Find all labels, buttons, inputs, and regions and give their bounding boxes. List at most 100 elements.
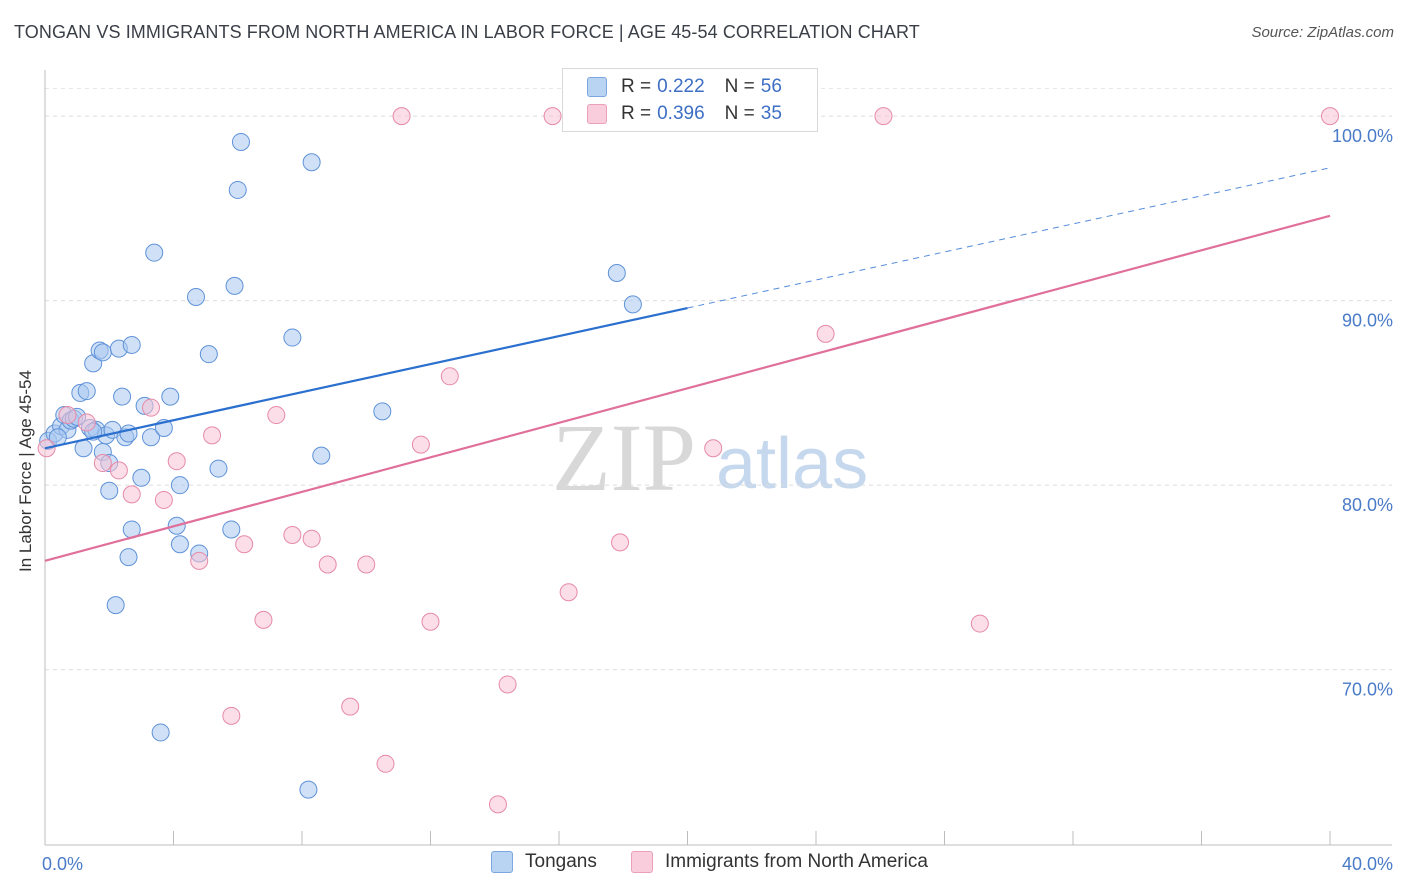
point-immigrants (440, 367, 459, 386)
watermark-atlas: atlas (716, 424, 868, 504)
x-tick-label: 0.0% (42, 854, 83, 874)
point-immigrants (283, 526, 302, 544)
point-tongans (170, 476, 189, 495)
point-immigrants (267, 406, 286, 425)
point-immigrants (559, 583, 578, 602)
legend-r-value: 0.222 (657, 76, 705, 97)
point-tongans (142, 428, 161, 447)
point-immigrants (1321, 107, 1339, 126)
point-tongans (151, 723, 170, 742)
point-tongans (93, 343, 112, 362)
legend-r-label: R = (621, 76, 652, 97)
point-immigrants (254, 610, 273, 629)
point-immigrants (411, 435, 430, 454)
legend-swatch-immigrants (631, 851, 653, 873)
point-tongans (161, 387, 180, 406)
point-immigrants (874, 107, 893, 126)
point-immigrants (611, 533, 630, 552)
point-immigrants (816, 324, 835, 343)
point-immigrants (167, 452, 186, 471)
point-tongans (312, 446, 331, 465)
legend-r-value: 0.396 (657, 103, 705, 124)
legend-n-label: N = (724, 76, 755, 97)
point-tongans (186, 287, 205, 306)
point-immigrants (543, 107, 562, 126)
point-tongans (209, 459, 228, 478)
y-tick-label: 80.0% (1342, 495, 1393, 515)
legend-n-label: N = (724, 103, 755, 124)
point-tongans (74, 439, 93, 458)
trend-extension-tongans (687, 167, 1331, 309)
point-tongans (231, 132, 250, 151)
point-immigrants (488, 795, 507, 814)
point-tongans (607, 263, 626, 282)
point-immigrants (190, 551, 209, 570)
point-immigrants (93, 454, 112, 473)
data-points (37, 107, 1339, 814)
point-tongans (623, 295, 642, 314)
tick-labels: 70.0% 80.0% 90.0% 100.0% 0.0% 40.0% (42, 126, 1393, 874)
point-immigrants (341, 697, 360, 716)
point-tongans (106, 596, 125, 615)
point-tongans (132, 468, 151, 487)
point-tongans (299, 780, 318, 799)
legend-swatch-immigrants (587, 104, 607, 124)
series-legend: Tongans Immigrants from North America (0, 851, 1406, 877)
legend-item-tongans: Tongans (491, 851, 597, 873)
point-tongans (77, 382, 96, 401)
point-immigrants (318, 555, 337, 574)
trend-lines (44, 167, 1331, 562)
point-tongans (228, 180, 247, 199)
point-tongans (199, 345, 218, 364)
legend-row-tongans: R = 0.222 N = 56 (587, 75, 782, 99)
point-tongans (170, 535, 189, 554)
point-tongans (225, 276, 244, 295)
point-immigrants (970, 614, 989, 633)
watermark: ZIP atlas (552, 404, 868, 511)
point-immigrants (421, 612, 440, 631)
point-immigrants (77, 413, 96, 432)
point-tongans (122, 335, 141, 354)
watermark-zip: ZIP (552, 404, 696, 511)
point-immigrants (357, 555, 376, 574)
point-immigrants (109, 461, 128, 480)
trend-line-immigrants (44, 214, 1331, 562)
trend-line-tongans (44, 306, 688, 450)
y-tick-label: 70.0% (1342, 680, 1393, 700)
legend-row-immigrants: R = 0.396 N = 35 (587, 102, 782, 126)
point-immigrants (142, 398, 161, 417)
stats-legend: R = 0.222 N = 56 R = 0.396 N = 35 (562, 68, 818, 132)
point-immigrants (222, 706, 241, 725)
legend-n-value: 35 (760, 103, 782, 124)
source-label: Source: ZipAtlas.com (1251, 24, 1394, 41)
point-immigrants (302, 529, 321, 548)
legend-swatch-tongans (587, 77, 607, 97)
chart-title: TONGAN VS IMMIGRANTS FROM NORTH AMERICA … (14, 22, 920, 42)
point-tongans (113, 387, 132, 406)
point-tongans (283, 328, 302, 347)
y-tick-label: 100.0% (1332, 126, 1393, 146)
point-tongans (145, 243, 164, 262)
legend-r-label: R = (621, 103, 652, 124)
point-tongans (222, 520, 241, 539)
point-immigrants (203, 426, 222, 445)
axes (44, 70, 1392, 846)
point-immigrants (58, 406, 77, 425)
legend-label-tongans: Tongans (525, 851, 597, 872)
point-tongans (119, 424, 138, 443)
point-immigrants (392, 107, 411, 126)
point-tongans (302, 153, 321, 172)
y-tick-label: 90.0% (1342, 311, 1393, 331)
y-axis-label: In Labor Force | Age 45-54 (16, 370, 35, 572)
legend-label-immigrants: Immigrants from North America (665, 851, 928, 872)
point-immigrants (122, 485, 141, 504)
point-immigrants (154, 490, 173, 509)
point-immigrants (376, 754, 395, 773)
point-tongans (100, 481, 119, 500)
legend-n-value: 56 (760, 76, 782, 97)
legend-swatch-tongans (491, 851, 513, 873)
x-tick-label: 40.0% (1342, 854, 1393, 874)
point-immigrants (704, 439, 723, 458)
point-immigrants (498, 675, 517, 694)
